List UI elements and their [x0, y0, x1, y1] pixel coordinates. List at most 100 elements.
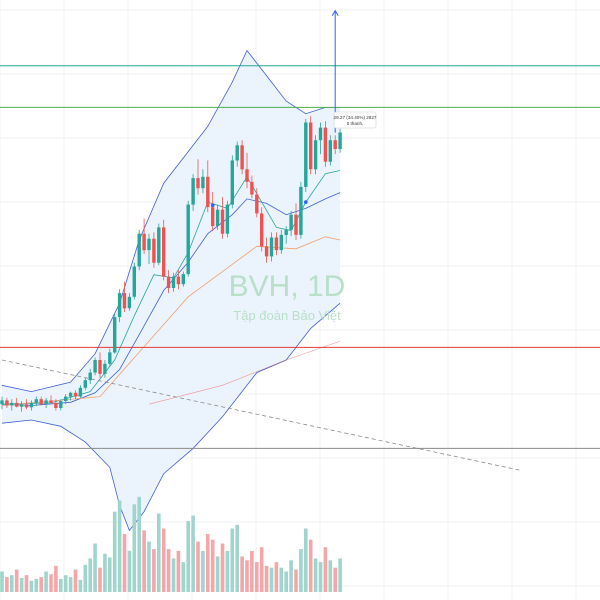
volume-bar: [201, 550, 205, 592]
volume-bar: [245, 560, 249, 592]
volume-bar: [186, 521, 190, 592]
volume-bar: [255, 562, 259, 592]
measure-callout-box: [333, 111, 377, 129]
candle-body: [196, 178, 200, 189]
volume-bar: [196, 541, 200, 592]
candle-body: [171, 276, 176, 288]
candle-body: [269, 237, 274, 257]
watermark-company: Tập đoàn Bảo Việt: [233, 308, 341, 323]
volume-bar: [308, 539, 313, 592]
markers: [210, 200, 308, 208]
candlesticks: [0, 116, 342, 412]
volume-bar: [59, 578, 63, 592]
volume-bar: [147, 541, 151, 592]
volume-bar: [191, 515, 195, 592]
candle-body: [93, 360, 97, 373]
candle-body: [274, 237, 279, 251]
candle-body: [147, 238, 151, 251]
volume-bar: [49, 574, 53, 592]
volume-bar: [328, 560, 333, 592]
volume-bar: [122, 534, 127, 592]
volume-bar: [132, 504, 137, 592]
candle-body: [34, 399, 38, 403]
candle-body: [245, 169, 249, 182]
volume-bar: [44, 571, 48, 592]
ma-lower-long-line: [148, 340, 341, 405]
volume-bar: [235, 524, 239, 592]
candle-body: [113, 317, 117, 353]
volume-bar: [264, 565, 269, 592]
candle-body: [318, 127, 323, 141]
volume-bar: [39, 577, 43, 592]
candle-body: [162, 227, 166, 277]
volume-bars: [0, 496, 342, 592]
volume-bar: [14, 569, 19, 592]
volume-bar: [137, 496, 141, 592]
volume-bar: [166, 549, 171, 592]
candle-body: [142, 233, 146, 251]
candle-body: [328, 140, 332, 162]
volume-bar: [323, 547, 328, 592]
volume-bar: [210, 539, 215, 592]
volume-bar: [10, 575, 14, 592]
watermark-symbol: BVH, 1D: [229, 270, 346, 303]
volume-bar: [34, 578, 39, 592]
candle-body: [68, 392, 73, 397]
candle-body: [255, 194, 259, 214]
candle-body: [206, 176, 210, 208]
volume-bar: [88, 558, 92, 592]
volume-bar: [112, 511, 117, 592]
candle-body: [215, 209, 220, 227]
candle-body: [127, 296, 132, 309]
candle-body: [294, 214, 298, 235]
candle-body: [15, 402, 19, 407]
candle-body: [230, 160, 234, 205]
volume-bar: [289, 560, 293, 592]
volume-bar: [98, 567, 102, 592]
measure-arrow-head: [331, 9, 339, 16]
volume-bar: [117, 500, 122, 592]
candle-body: [88, 372, 92, 381]
candle-body: [73, 392, 78, 397]
volume-bar: [54, 565, 58, 592]
candle-body: [108, 352, 112, 364]
price-range-measure[interactable]: 29.27 (34.40%) 2927 0 thanh,: [331, 9, 377, 133]
candle-body: [103, 363, 107, 374]
measure-callout-line2: 0 thanh,: [347, 121, 364, 126]
candle-body: [220, 209, 225, 234]
candle-body: [225, 204, 230, 234]
candle-body: [166, 276, 171, 288]
candle-body: [333, 140, 337, 149]
candle-body: [260, 213, 264, 247]
candle-body: [132, 266, 136, 297]
candle-body: [250, 181, 254, 195]
candle-body: [157, 227, 161, 263]
candle-body: [240, 145, 244, 170]
candle-body: [304, 122, 308, 187]
volume-bar: [279, 567, 284, 592]
candle-body: [176, 276, 181, 285]
signal-marker: [304, 200, 308, 204]
volume-bar: [274, 562, 279, 592]
volume-bar: [294, 569, 298, 592]
volume-bar: [103, 553, 107, 592]
candle-body: [59, 401, 63, 408]
candle-body: [323, 127, 328, 162]
volume-bar: [24, 575, 29, 592]
candle-body: [181, 274, 185, 285]
volume-bar: [171, 558, 176, 592]
candle-body: [0, 400, 4, 405]
volume-bar: [230, 528, 235, 592]
volume-bar: [68, 577, 73, 592]
volume-bar: [63, 575, 68, 592]
signal-marker: [210, 203, 215, 208]
candle-body: [39, 399, 43, 405]
volume-bar: [142, 530, 146, 592]
candle-body: [29, 402, 34, 408]
horizontal-levels[interactable]: [0, 65, 600, 471]
ma-long-line: [1, 236, 341, 406]
candle-body: [5, 400, 9, 406]
volume-bar: [83, 564, 88, 592]
